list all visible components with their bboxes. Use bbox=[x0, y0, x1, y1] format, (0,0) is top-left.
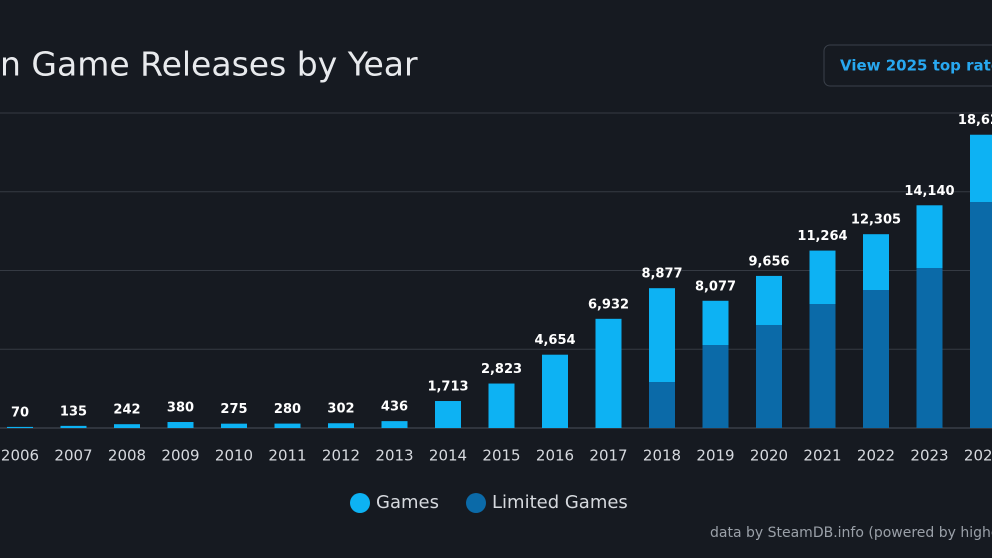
bar-segment bbox=[488, 383, 515, 428]
data-label: 9,656 bbox=[748, 254, 789, 269]
x-tick-label: 2013 bbox=[375, 447, 413, 465]
x-tick-label: 2008 bbox=[108, 447, 146, 465]
legend-label: Games bbox=[376, 492, 439, 513]
bar-segment bbox=[167, 422, 194, 428]
x-tick-label: 2019 bbox=[696, 447, 734, 465]
bar-segment bbox=[863, 289, 889, 428]
data-label: 1,713 bbox=[427, 380, 468, 395]
x-tick-label: 2023 bbox=[910, 447, 948, 465]
legend-swatch bbox=[466, 493, 486, 513]
data-label: 436 bbox=[381, 400, 408, 415]
bar-segment bbox=[542, 354, 568, 428]
x-tick-label: 2007 bbox=[54, 447, 92, 465]
bar-segment bbox=[114, 424, 140, 428]
bar-segment bbox=[702, 300, 729, 345]
bar-segment bbox=[970, 202, 992, 428]
bar-segment bbox=[970, 134, 992, 203]
bar-segment bbox=[60, 425, 87, 428]
data-label: 11,264 bbox=[797, 229, 847, 244]
x-tick-label: 2018 bbox=[643, 447, 681, 465]
credit: data by SteamDB.info (powered by highcha… bbox=[710, 525, 992, 541]
chart-title: n Game Releases by Year bbox=[0, 45, 418, 84]
data-label: 275 bbox=[220, 402, 247, 417]
bar-segment bbox=[221, 423, 247, 428]
data-label: 2,823 bbox=[481, 362, 522, 377]
x-tick-label: 2006 bbox=[1, 447, 39, 465]
bar-segment bbox=[7, 426, 33, 428]
bar-segment bbox=[328, 423, 354, 428]
bar-segment bbox=[863, 234, 889, 290]
legend-swatch bbox=[350, 493, 370, 513]
bar-segment bbox=[916, 267, 943, 428]
bar-segment bbox=[702, 344, 729, 428]
data-label: 302 bbox=[327, 402, 354, 417]
bar-segment bbox=[916, 205, 943, 268]
x-tick-label: 2009 bbox=[161, 447, 199, 465]
data-label: 6,932 bbox=[588, 297, 629, 312]
x-tick-label: 2012 bbox=[322, 447, 360, 465]
x-tick-label: 2022 bbox=[857, 447, 895, 465]
button-label[interactable]: View 2025 top rated bbox=[840, 57, 992, 75]
data-label: 380 bbox=[167, 401, 194, 416]
data-label: 8,077 bbox=[695, 279, 736, 294]
data-label: 4,654 bbox=[534, 333, 575, 348]
data-label: 70 bbox=[11, 405, 29, 420]
x-tick-label: 2010 bbox=[215, 447, 253, 465]
button[interactable] bbox=[823, 44, 992, 87]
data-label: 12,305 bbox=[851, 213, 901, 228]
data-label: 14,140 bbox=[904, 184, 954, 199]
x-tick-label: 2017 bbox=[589, 447, 627, 465]
bar-segment bbox=[381, 421, 408, 428]
data-label: 280 bbox=[274, 402, 301, 417]
bar-segment bbox=[756, 324, 782, 428]
x-tick-label: 2015 bbox=[482, 447, 520, 465]
x-tick-label: 2021 bbox=[803, 447, 841, 465]
data-label: 135 bbox=[60, 404, 87, 419]
bar-segment bbox=[809, 250, 836, 305]
x-tick-label: 2016 bbox=[536, 447, 574, 465]
x-tick-label: 2014 bbox=[429, 447, 467, 465]
x-tick-label: 2024 bbox=[964, 447, 992, 465]
legend-label: Limited Games bbox=[492, 492, 628, 513]
data-label: 8,877 bbox=[641, 267, 682, 282]
bar-segment bbox=[649, 288, 675, 383]
bar-segment bbox=[274, 423, 301, 428]
bar-segment bbox=[756, 275, 782, 325]
bar-segment bbox=[649, 382, 675, 428]
data-label: 242 bbox=[113, 403, 140, 418]
data-label: 18,620 bbox=[958, 113, 992, 128]
bar-segment bbox=[809, 304, 836, 428]
x-tick-label: 2020 bbox=[750, 447, 788, 465]
x-tick-label: 2011 bbox=[268, 447, 306, 465]
bar-segment bbox=[435, 401, 461, 428]
bar-segment bbox=[595, 318, 622, 428]
